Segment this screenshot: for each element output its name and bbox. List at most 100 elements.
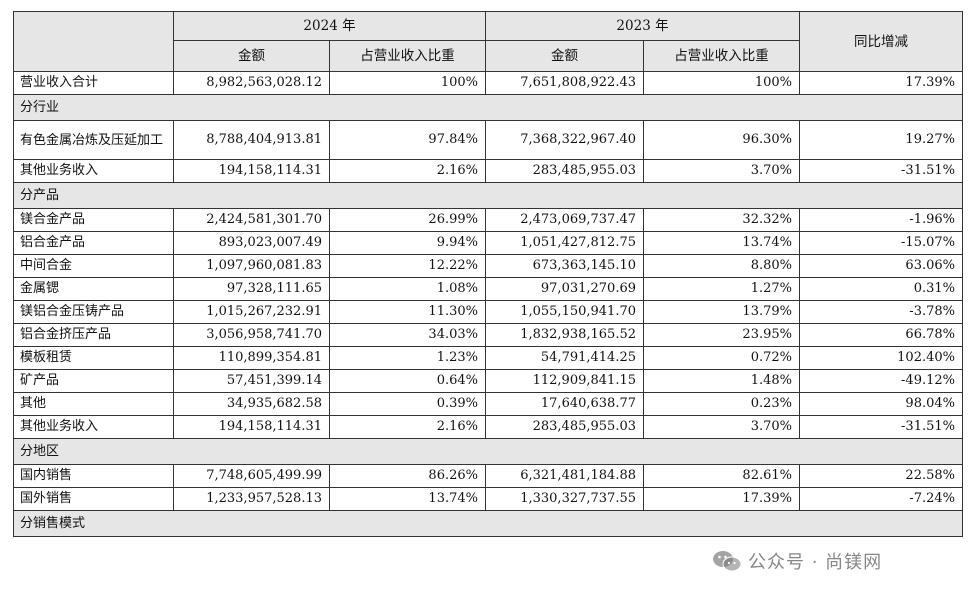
- table-body: 营业收入合计 8,982,563,028.12 100% 7,651,808,922.…: [13, 71, 963, 537]
- ratio-2024-cell: 100%: [329, 71, 486, 95]
- amount-2024-cell: 194,158,114.31: [173, 159, 330, 183]
- watermark: 公众号 · 尚镁网: [712, 548, 882, 574]
- ratio-2024-cell: 0.64%: [329, 369, 486, 393]
- section-label: 分产品: [13, 182, 963, 209]
- header-row-years: 2024 年 2023 年 同比增减: [13, 11, 963, 72]
- row-label: 铝合金挤压产品: [13, 323, 174, 347]
- row-label: 铝合金产品: [13, 231, 174, 255]
- ratio-2024-cell: 1.08%: [329, 277, 486, 301]
- table-row: 其他业务收入 194,158,114.31 2.16% 283,485,955.03 3…: [13, 159, 963, 183]
- amount-2023-cell: 6,321,481,184.88: [485, 464, 644, 488]
- ratio-2024-cell: 9.94%: [329, 231, 486, 255]
- row-label: 其他业务收入: [13, 159, 174, 183]
- header-year-2023: 2023 年: [485, 11, 800, 41]
- ratio-2024-cell: 13.74%: [329, 487, 486, 511]
- yoy-cell: -3.78%: [799, 300, 963, 324]
- ratio-2023-cell: 1.27%: [643, 277, 800, 301]
- yoy-cell: -49.12%: [799, 369, 963, 393]
- amount-2024-cell: 893,023,007.49: [173, 231, 330, 255]
- amount-2024-cell: 194,158,114.31: [173, 415, 330, 439]
- amount-2023-cell: 1,055,150,941.70: [485, 300, 644, 324]
- row-label: 模板租赁: [13, 346, 174, 370]
- yoy-cell: -1.96%: [799, 208, 963, 232]
- yoy-cell: 102.40%: [799, 346, 963, 370]
- ratio-2023-cell: 17.39%: [643, 487, 800, 511]
- header-amount-2023: 金额: [485, 40, 644, 72]
- yoy-cell: -7.24%: [799, 487, 963, 511]
- ratio-2024-cell: 2.16%: [329, 159, 486, 183]
- yoy-cell: 17.39%: [799, 71, 963, 95]
- row-label: 有色金属冶炼及压延加工: [13, 120, 174, 160]
- row-label: 镁合金产品: [13, 208, 174, 232]
- section-row: 分销售模式: [13, 510, 963, 537]
- table-row: 铝合金产品 893,023,007.49 9.94% 1,051,427,812.75…: [13, 231, 963, 255]
- section-row: 分行业: [13, 94, 963, 121]
- table-row: 其他 34,935,682.58 0.39% 17,640,638.77 0.23% 98…: [13, 392, 963, 416]
- row-label: 其他: [13, 392, 174, 416]
- amount-2023-cell: 1,051,427,812.75: [485, 231, 644, 255]
- yoy-cell: 63.06%: [799, 254, 963, 278]
- ratio-2023-cell: 82.61%: [643, 464, 800, 488]
- yoy-cell: 22.58%: [799, 464, 963, 488]
- yoy-cell: -15.07%: [799, 231, 963, 255]
- table-row: 国外销售 1,233,957,528.13 13.74% 1,330,327,737.…: [13, 487, 963, 511]
- wechat-icon: [713, 551, 742, 572]
- header-amount-2024: 金额: [173, 40, 330, 72]
- header-row-columns: 金额 占营业收入比重 金额 占营业收入比重: [14, 40, 963, 72]
- amount-2023-cell: 7,651,808,922.43: [485, 71, 644, 95]
- row-label: 矿产品: [13, 369, 174, 393]
- amount-2024-cell: 1,097,960,081.83: [173, 254, 330, 278]
- amount-2024-cell: 2,424,581,301.70: [173, 208, 330, 232]
- revenue-breakdown-table: 2024 年 2023 年 同比增减 金额 占营业收入比重 金额 占营业收入比重…: [13, 11, 963, 537]
- row-label: 镁铝合金压铸产品: [13, 300, 174, 324]
- ratio-2023-cell: 96.30%: [643, 120, 800, 160]
- ratio-2024-cell: 97.84%: [329, 120, 486, 160]
- yoy-cell: 98.04%: [799, 392, 963, 416]
- amount-2023-cell: 54,791,414.25: [485, 346, 644, 370]
- amount-2024-cell: 57,451,399.14: [173, 369, 330, 393]
- yoy-cell: 0.31%: [799, 277, 963, 301]
- ratio-2024-cell: 26.99%: [329, 208, 486, 232]
- amount-2023-cell: 283,485,955.03: [485, 415, 644, 439]
- header-blank-cell: [13, 11, 174, 72]
- ratio-2024-cell: 2.16%: [329, 415, 486, 439]
- table-row: 金属锶 97,328,111.65 1.08% 97,031,270.69 1.27% 0…: [13, 277, 963, 301]
- table-row: 营业收入合计 8,982,563,028.12 100% 7,651,808,922.…: [13, 71, 963, 95]
- ratio-2023-cell: 0.23%: [643, 392, 800, 416]
- amount-2024-cell: 8,982,563,028.12: [173, 71, 330, 95]
- yoy-cell: -31.51%: [799, 415, 963, 439]
- header-ratio-2023: 占营业收入比重: [643, 40, 800, 72]
- table-row: 中间合金 1,097,960,081.83 12.22% 673,363,145.10…: [13, 254, 963, 278]
- section-label: 分销售模式: [13, 510, 963, 537]
- amount-2023-cell: 283,485,955.03: [485, 159, 644, 183]
- ratio-2023-cell: 32.32%: [643, 208, 800, 232]
- amount-2023-cell: 112,909,841.15: [485, 369, 644, 393]
- watermark-text: 公众号 · 尚镁网: [748, 552, 883, 573]
- yoy-cell: 19.27%: [799, 120, 963, 160]
- row-label: 国外销售: [13, 487, 174, 511]
- amount-2024-cell: 8,788,404,913.81: [173, 120, 330, 160]
- header-yoy: 同比增减: [799, 11, 963, 72]
- header-year-2024: 2024 年: [173, 11, 486, 41]
- row-label: 国内销售: [13, 464, 174, 488]
- amount-2024-cell: 1,015,267,232.91: [173, 300, 330, 324]
- ratio-2023-cell: 3.70%: [643, 159, 800, 183]
- amount-2023-cell: 97,031,270.69: [485, 277, 644, 301]
- row-label: 其他业务收入: [13, 415, 174, 439]
- ratio-2023-cell: 8.80%: [643, 254, 800, 278]
- amount-2023-cell: 673,363,145.10: [485, 254, 644, 278]
- amount-2024-cell: 110,899,354.81: [173, 346, 330, 370]
- section-row: 分地区: [13, 438, 963, 465]
- table-row: 铝合金挤压产品 3,056,958,741.70 34.03% 1,832,938,1…: [13, 323, 963, 347]
- ratio-2023-cell: 23.95%: [643, 323, 800, 347]
- table-row: 矿产品 57,451,399.14 0.64% 112,909,841.15 1.48%…: [13, 369, 963, 393]
- ratio-2023-cell: 0.72%: [643, 346, 800, 370]
- section-label: 分行业: [13, 94, 963, 121]
- ratio-2023-cell: 13.79%: [643, 300, 800, 324]
- table-row: 国内销售 7,748,605,499.99 86.26% 6,321,481,184.…: [13, 464, 963, 488]
- amount-2023-cell: 17,640,638.77: [485, 392, 644, 416]
- header-ratio-2024: 占营业收入比重: [329, 40, 486, 72]
- ratio-2024-cell: 34.03%: [329, 323, 486, 347]
- amount-2024-cell: 97,328,111.65: [173, 277, 330, 301]
- ratio-2024-cell: 12.22%: [329, 254, 486, 278]
